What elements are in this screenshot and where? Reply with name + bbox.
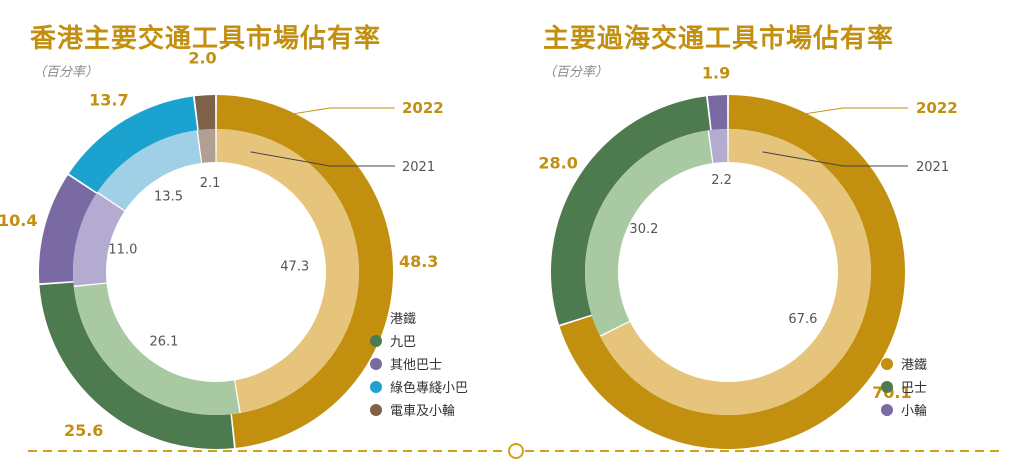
legend-label-4: 電車及小輪 [390,403,455,419]
inner-ring-slice-1 [585,130,713,336]
chart-subtitle-right: （百分率） [543,65,609,80]
outer-ring-year-leader [805,107,908,115]
outer-ring-slice-1 [550,96,711,325]
outer-ring-slice-2 [39,175,97,284]
inner-ring-value-label-2: 11.0 [108,243,137,258]
inner-ring-slice-0 [216,129,359,413]
chart-title-hk-transport: 香港主要交通工具市場佔有率 [30,24,382,54]
legend-swatch-0 [370,312,382,324]
legend-label-1: 巴士 [901,381,927,396]
legend-swatch-1 [881,381,893,393]
inner-ring-year-label: 2021 [402,160,435,175]
legend-swatch-4 [370,404,382,416]
donut-chart-hk-transport: 48.3 25.6 10.4 13.7 2.0 47.3 26.1 11.0 13.5 2.1 20… [0,48,468,449]
inner-ring-value-label-1: 26.1 [149,334,178,349]
inner-ring-value-label-4: 2.1 [200,176,221,191]
inner-ring-slice-2 [73,192,125,286]
legend-label-3: 綠色專綫小巴 [390,380,468,396]
inner-ring-value-label-2: 2.2 [711,173,732,188]
outer-ring-value-label-3: 13.7 [89,91,128,110]
outer-ring-value-label-1: 25.6 [64,421,103,440]
inner-ring-value-label-3: 13.5 [154,190,183,205]
outer-ring-value-label-2: 10.4 [0,211,38,230]
legend-label-2: 小輪 [901,403,927,419]
outer-ring-value-label-1: 28.0 [538,154,577,173]
outer-ring-year-label: 2022 [916,99,958,117]
outer-ring-value-label-2: 1.9 [702,63,730,82]
inner-ring-slice-1 [73,283,240,415]
outer-ring-slice-0 [216,95,393,448]
outer-ring-slice-3 [68,96,198,193]
inner-ring-value-label-0: 67.6 [788,312,817,327]
inner-ring-value-label-0: 47.3 [280,259,309,274]
chart-subtitle-left: （百分率） [33,65,99,80]
inner-ring-year-label: 2021 [916,160,949,175]
legend-label-0: 港鐵 [901,357,927,373]
legend-swatch-0 [881,358,893,370]
outer-ring-slice-4 [194,95,216,131]
outer-ring-value-label-4: 2.0 [188,48,216,67]
outer-ring-year-leader [293,107,395,115]
legend-swatch-1 [370,335,382,347]
legend-swatch-2 [881,404,893,416]
outer-ring-slice-2 [707,95,728,130]
outer-ring-year-label: 2022 [402,99,444,117]
legend-label-2: 其他巴士 [390,358,442,373]
chart-title-cross-harbour: 主要過海交通工具市場佔有率 [543,24,895,54]
legend-swatch-3 [370,381,382,393]
inner-ring-slice-3 [97,130,201,211]
legend-swatch-2 [370,358,382,370]
outer-ring-value-label-0: 48.3 [399,252,438,271]
outer-ring-slice-1 [39,282,234,449]
legend-label-1: 九巴 [390,335,416,350]
legend-label-0: 港鐵 [390,311,416,327]
bottom-divider [28,443,1000,459]
inner-ring-value-label-1: 30.2 [629,222,658,237]
divider-circle-icon [508,443,524,459]
inner-ring-slice-2 [709,129,728,163]
inner-ring-year-leader [762,151,908,167]
inner-ring-year-leader [250,151,395,167]
inner-ring-slice-4 [197,129,216,163]
